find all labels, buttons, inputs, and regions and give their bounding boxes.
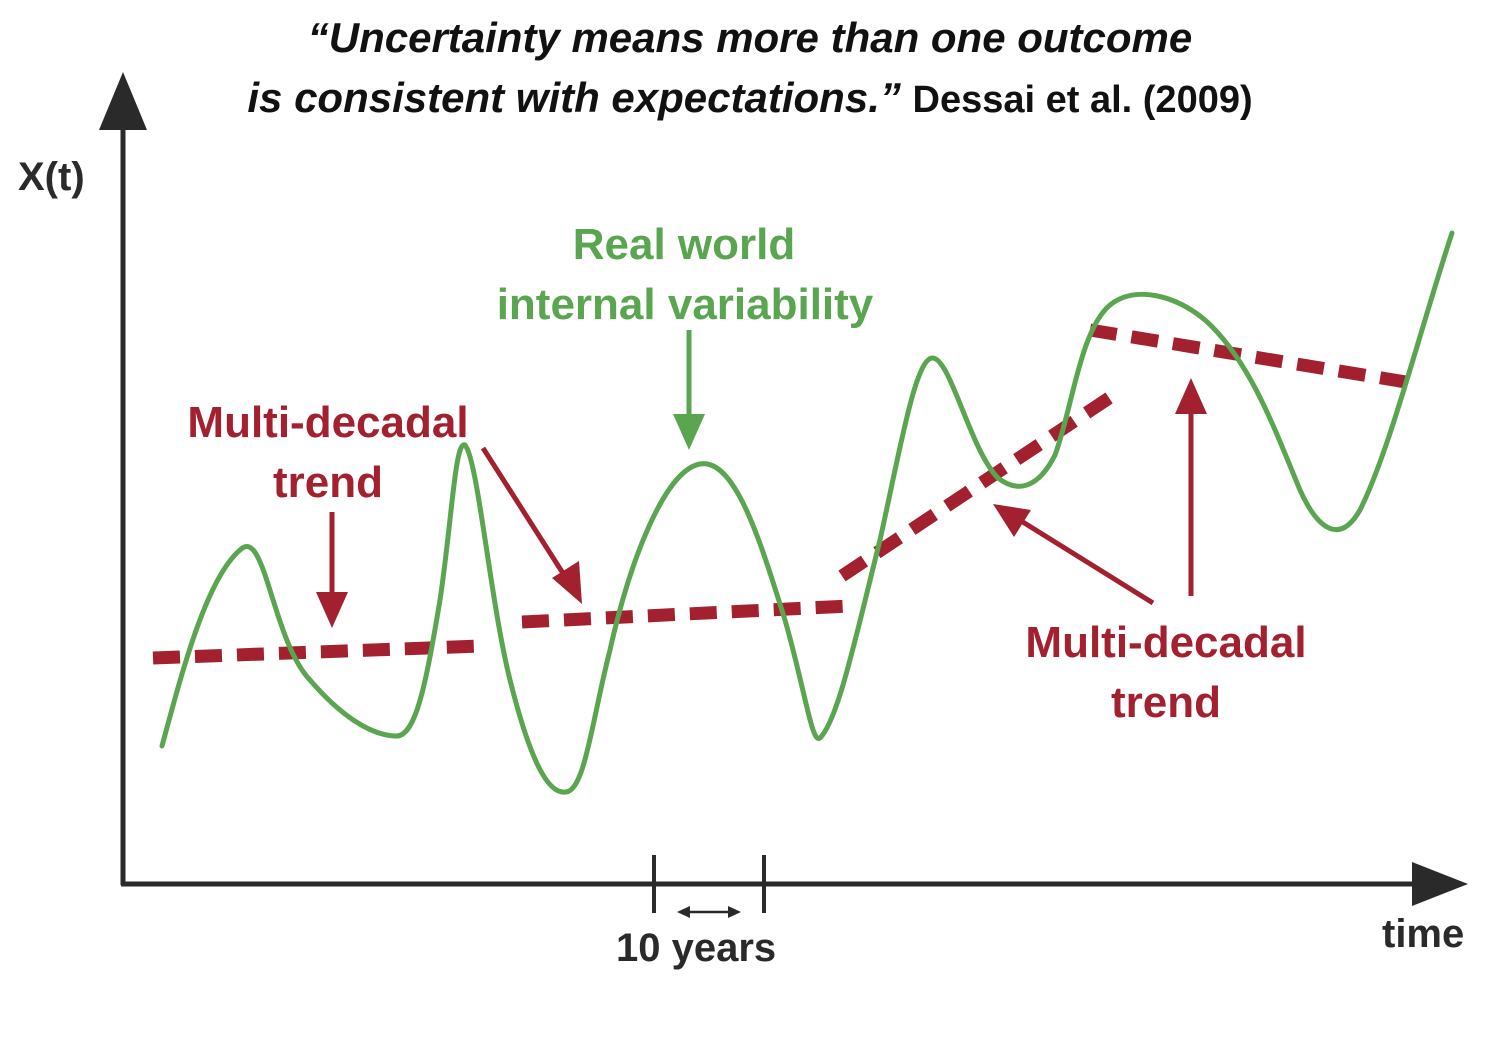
trend-arrow-right-diagonal-head [993, 504, 1031, 537]
annotation-arrows [316, 330, 1207, 628]
quote-text-1: “Uncertainty means more than one outcome [307, 14, 1193, 61]
y-axis-label: X(t) [18, 155, 85, 199]
variability-label-line-1: Real world [572, 220, 796, 269]
trend-label-right-line-1: Multi-decadal [1025, 618, 1307, 667]
multi-decadal-trend-lines [152, 323, 1414, 665]
trend-arrow-left-diagonal-head [552, 561, 582, 604]
trend-arrow-right-diagonal [1016, 516, 1155, 606]
interval-arrowhead-right [728, 906, 741, 918]
quote-line-1: “Uncertainty means more than one outcome [0, 14, 1500, 62]
trend-arrow-right-up-head [1175, 378, 1207, 414]
quote-text-2: is consistent with expectations.” [247, 74, 901, 121]
trend-segment-1 [152, 639, 483, 665]
interval-label: 10 years [616, 926, 777, 970]
trend-segment-2 [521, 599, 851, 629]
y-axis-arrowhead [99, 72, 147, 130]
interval-arrowhead-left [677, 906, 690, 918]
trend-label-left-line-1: Multi-decadal [187, 398, 469, 447]
trend-arrow-left-down-head [316, 592, 348, 628]
quote-citation: Dessai et al. (2009) [912, 79, 1253, 121]
x-axis-arrowhead [1412, 862, 1468, 906]
trend-label-left-line-2: trend [273, 458, 383, 507]
internal-variability-curve [159, 230, 1455, 795]
trend-segment-4 [1088, 323, 1414, 390]
ten-year-interval-marker [652, 855, 766, 918]
variability-label-line-2: internal variability [496, 280, 874, 329]
trend-label-right-line-2: trend [1111, 678, 1221, 727]
trend-arrow-left-diagonal [480, 446, 569, 580]
variability-arrowhead [673, 414, 705, 450]
axes [99, 72, 1468, 906]
quote-line-2: is consistent with expectations.” Dessai… [0, 74, 1500, 122]
x-axis-label: time [1382, 912, 1465, 956]
trend-segment-3 [838, 386, 1122, 582]
